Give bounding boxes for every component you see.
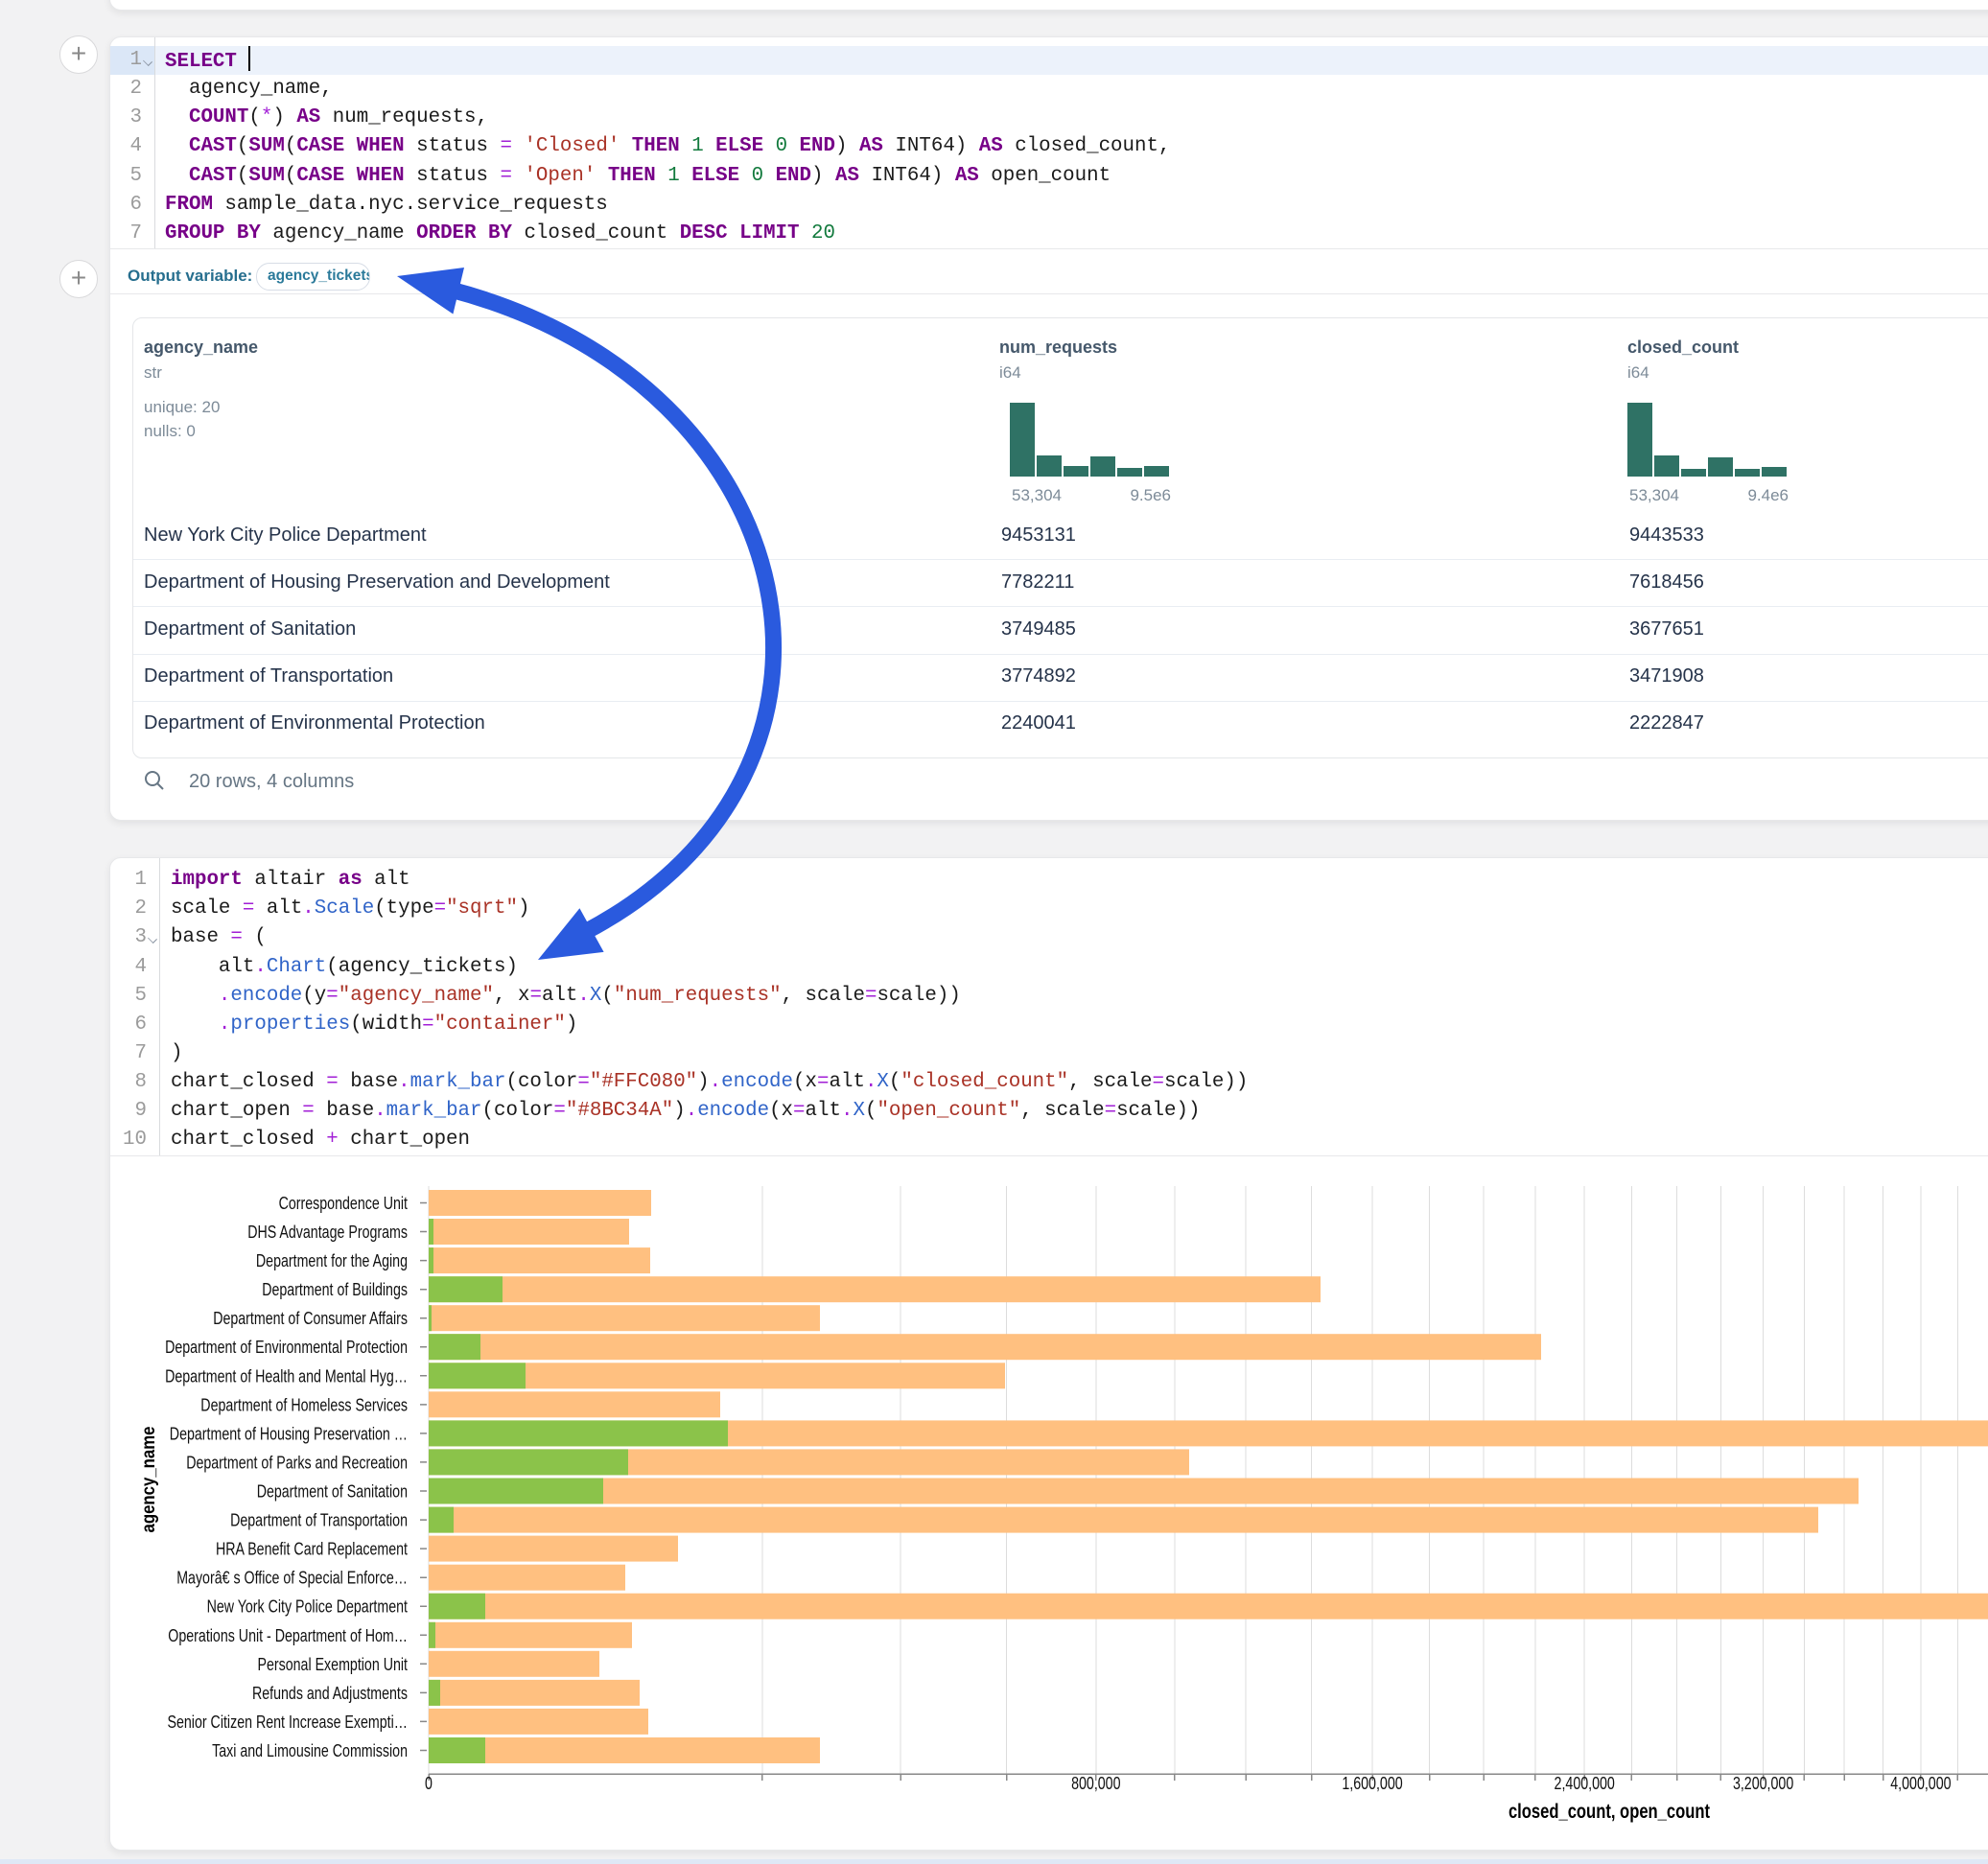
- svg-text:800,000: 800,000: [1071, 1774, 1120, 1793]
- svg-text:Department of Homeless Service: Department of Homeless Services: [200, 1395, 408, 1414]
- svg-text:DHS Advantage Programs: DHS Advantage Programs: [247, 1223, 408, 1242]
- svg-text:Personal Exemption Unit: Personal Exemption Unit: [258, 1655, 409, 1674]
- svg-text:Department for the Aging: Department for the Aging: [256, 1251, 408, 1270]
- svg-text:Department of Transportation: Department of Transportation: [230, 1511, 408, 1530]
- svg-text:Department of Buildings: Department of Buildings: [262, 1280, 408, 1299]
- svg-text:Department of Health and Menta: Department of Health and Mental Hyg…: [165, 1366, 408, 1386]
- svg-text:Operations Unit - Department o: Operations Unit - Department of Hom…: [168, 1626, 408, 1645]
- svg-text:3,200,000: 3,200,000: [1733, 1774, 1793, 1793]
- svg-text:Department of Consumer Affairs: Department of Consumer Affairs: [213, 1309, 408, 1328]
- svg-text:Department of Environmental Pr: Department of Environmental Protection: [165, 1338, 408, 1357]
- svg-text:Senior Citizen Rent Increase E: Senior Citizen Rent Increase Exempti…: [168, 1713, 409, 1732]
- svg-text:Refunds and Adjustments: Refunds and Adjustments: [252, 1684, 408, 1703]
- svg-text:closed_count, open_count: closed_count, open_count: [1509, 1801, 1710, 1823]
- svg-text:Correspondence Unit: Correspondence Unit: [279, 1194, 408, 1213]
- svg-text:agency_name: agency_name: [138, 1426, 159, 1532]
- svg-text:4,000,000: 4,000,000: [1890, 1774, 1951, 1793]
- svg-text:Department of Sanitation: Department of Sanitation: [257, 1482, 408, 1502]
- svg-text:HRA Benefit Card Replacement: HRA Benefit Card Replacement: [216, 1540, 408, 1559]
- svg-text:Taxi and Limousine Commission: Taxi and Limousine Commission: [212, 1741, 408, 1760]
- svg-text:2,400,000: 2,400,000: [1555, 1774, 1615, 1793]
- svg-text:New York City Police Departmen: New York City Police Department: [207, 1597, 408, 1617]
- svg-text:Mayorâ€ s Office of Special En: Mayorâ€ s Office of Special Enforce…: [176, 1569, 408, 1588]
- svg-text:0: 0: [425, 1774, 433, 1793]
- svg-text:Department of Parks and Recrea: Department of Parks and Recreation: [186, 1453, 408, 1472]
- svg-text:1,600,000: 1,600,000: [1342, 1774, 1402, 1793]
- svg-text:Department of Housing Preserva: Department of Housing Preservation …: [170, 1424, 408, 1443]
